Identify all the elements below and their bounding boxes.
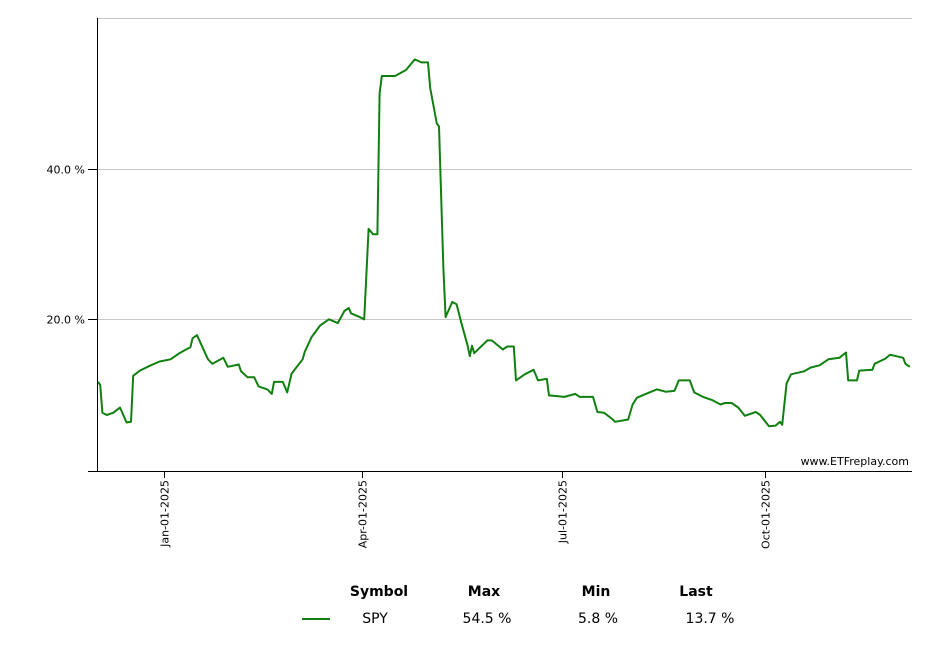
x-tick-label: Jul-01-2025: [557, 480, 570, 544]
axes: [88, 18, 912, 472]
y-axis-ticks: 20.0 % 40.0 %: [47, 164, 97, 327]
gridlines: [97, 18, 912, 320]
series-group: [97, 58, 911, 428]
x-tick-label: Apr-01-2025: [357, 480, 370, 548]
series-line-spy: [97, 58, 911, 428]
y-tick-label: 40.0 %: [47, 164, 85, 177]
x-tick-label: Oct-01-2025: [760, 480, 773, 549]
x-tick-label: Jan-01-2025: [159, 480, 172, 548]
y-tick-label: 20.0 %: [47, 314, 85, 327]
watermark: www.ETFreplay.com: [801, 455, 909, 468]
x-axis-ticks: Jan-01-2025 Apr-01-2025 Jul-01-2025 Oct-01-…: [159, 471, 773, 549]
